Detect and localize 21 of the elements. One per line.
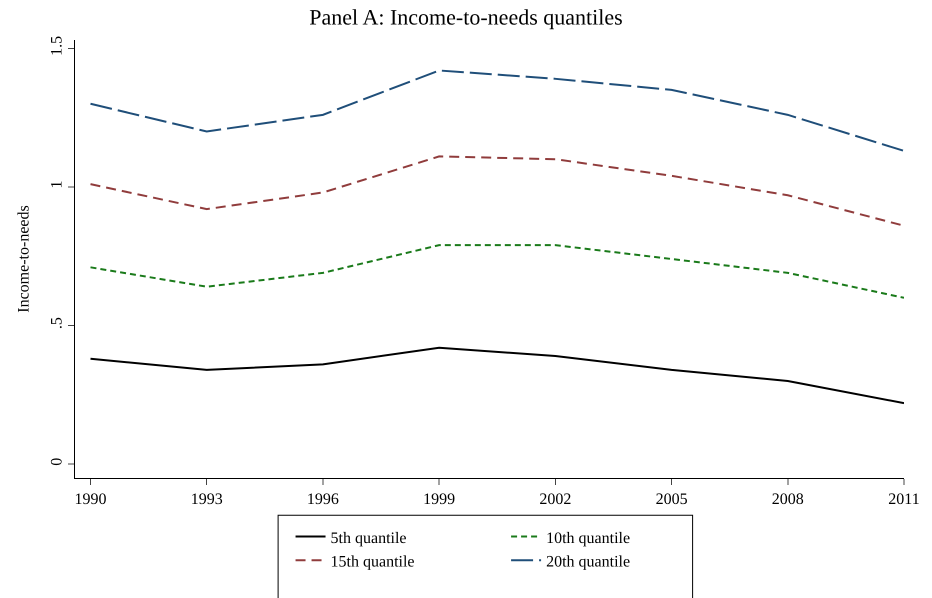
x-tick-label: 1996 bbox=[306, 491, 339, 508]
legend-label: 5th quantile bbox=[330, 530, 407, 547]
line-series bbox=[90, 346, 904, 404]
x-tick-label: 1993 bbox=[190, 491, 223, 508]
y-axis-title: Income-to-needs bbox=[16, 205, 32, 313]
legend-label: 20th quantile bbox=[546, 554, 630, 571]
x-tick-label: 1999 bbox=[423, 491, 456, 508]
chart-title: Panel A: Income-to-needs quantiles bbox=[309, 4, 623, 30]
x-tick-label: 2005 bbox=[656, 491, 688, 508]
y-tick-label: .5 bbox=[48, 317, 66, 330]
y-tick-label: 1.5 bbox=[48, 36, 66, 56]
line-series bbox=[90, 69, 904, 152]
legend-label: 10th quantile bbox=[546, 530, 630, 547]
x-tick-label: 2008 bbox=[772, 491, 804, 508]
x-tick-label: 2011 bbox=[888, 491, 920, 508]
y-tick-label: 0 bbox=[48, 458, 66, 466]
line-series bbox=[90, 244, 904, 299]
legend-label: 15th quantile bbox=[330, 554, 415, 571]
y-tick-label: 1 bbox=[48, 180, 66, 189]
x-tick-label: 2002 bbox=[539, 491, 572, 508]
x-tick-label: 1990 bbox=[74, 491, 106, 508]
